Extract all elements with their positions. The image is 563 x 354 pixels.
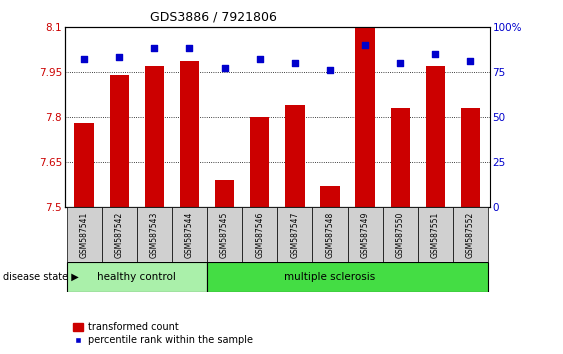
Text: GSM587549: GSM587549 <box>360 211 369 258</box>
Bar <box>207 207 242 262</box>
Point <box>325 67 334 73</box>
Bar <box>250 117 269 207</box>
Bar <box>426 66 445 207</box>
Text: GSM587551: GSM587551 <box>431 211 440 258</box>
Bar <box>461 108 480 207</box>
Bar <box>102 207 137 262</box>
Point <box>291 60 300 65</box>
Bar <box>172 207 207 262</box>
Bar <box>66 262 207 292</box>
Bar <box>391 108 410 207</box>
Text: GSM587545: GSM587545 <box>220 211 229 258</box>
Point <box>396 60 405 65</box>
Text: GSM587552: GSM587552 <box>466 211 475 258</box>
Text: GSM587541: GSM587541 <box>79 211 88 258</box>
Text: GSM587544: GSM587544 <box>185 211 194 258</box>
Text: disease state ▶: disease state ▶ <box>3 272 79 282</box>
Bar <box>242 207 277 262</box>
Point <box>185 45 194 51</box>
Text: GDS3886 / 7921806: GDS3886 / 7921806 <box>150 11 277 24</box>
Point <box>255 56 264 62</box>
Point <box>79 56 88 62</box>
Text: GSM587547: GSM587547 <box>291 211 300 258</box>
Bar <box>312 207 347 262</box>
Bar <box>207 262 488 292</box>
Bar <box>66 207 102 262</box>
Bar <box>285 105 305 207</box>
Bar <box>215 180 234 207</box>
Legend: transformed count, percentile rank within the sample: transformed count, percentile rank withi… <box>70 319 257 349</box>
Point <box>360 42 369 47</box>
Point <box>431 51 440 56</box>
Bar <box>180 61 199 207</box>
Bar <box>347 207 383 262</box>
Bar <box>110 75 129 207</box>
Bar <box>320 186 339 207</box>
Text: multiple sclerosis: multiple sclerosis <box>284 272 376 282</box>
Bar <box>277 207 312 262</box>
Point <box>115 55 124 60</box>
Bar <box>145 66 164 207</box>
Bar <box>418 207 453 262</box>
Text: GSM587548: GSM587548 <box>325 211 334 258</box>
Bar <box>355 27 375 207</box>
Point <box>150 45 159 51</box>
Bar <box>453 207 488 262</box>
Text: GSM587550: GSM587550 <box>396 211 405 258</box>
Text: GSM587546: GSM587546 <box>255 211 264 258</box>
Point <box>220 65 229 71</box>
Bar <box>383 207 418 262</box>
Text: GSM587542: GSM587542 <box>115 211 124 258</box>
Point <box>466 58 475 64</box>
Text: GSM587543: GSM587543 <box>150 211 159 258</box>
Bar <box>137 207 172 262</box>
Bar <box>74 123 93 207</box>
Text: healthy control: healthy control <box>97 272 176 282</box>
